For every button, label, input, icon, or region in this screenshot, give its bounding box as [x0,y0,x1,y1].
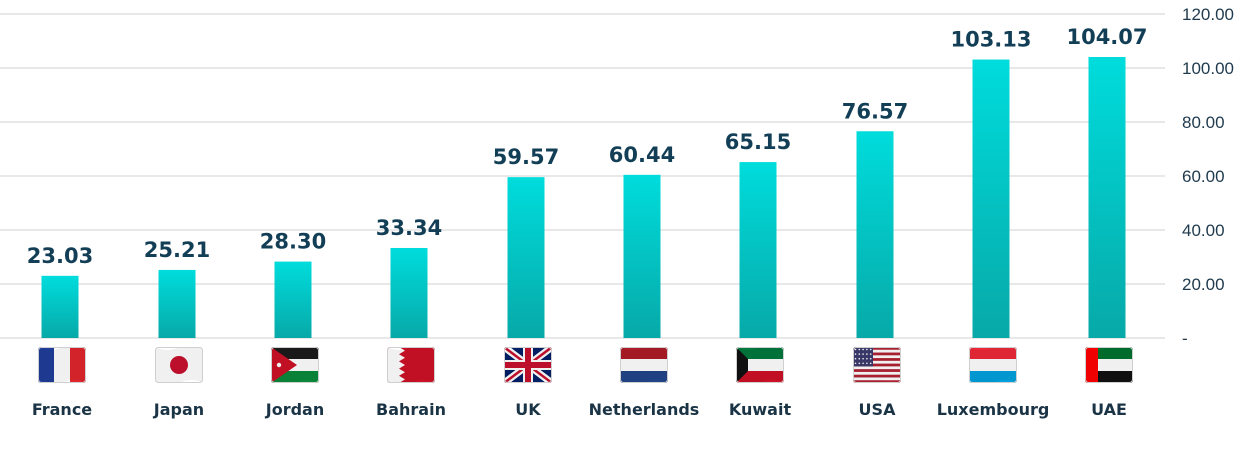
y-axis: - 20.00 40.00 60.00 80.00 100.00 120.00 [1182,5,1234,348]
bars [41,57,1126,339]
uk-flag-icon [504,347,552,383]
value-label: 104.07 [1066,25,1147,49]
usa-flag-icon [853,347,901,383]
kuwait-flag-icon [736,347,784,383]
bahrain-flag-icon [387,347,435,383]
value-labels: 23.03 25.21 28.30 33.34 59.57 60.44 65.15 76.57… [27,25,1148,268]
category-label: Bahrain [376,400,446,419]
value-label: 59.57 [493,145,559,169]
bar-kuwait [739,162,777,338]
netherlands-flag-icon [620,347,668,383]
bar-uk [507,177,545,338]
category-label: Kuwait [729,400,792,419]
category-label: Japan [153,400,204,419]
jordan-flag-icon [271,347,319,383]
bar-japan [158,269,196,338]
bar-uae [1088,57,1126,339]
y-tick-label: - [1182,329,1188,348]
category-label: Netherlands [589,400,700,419]
value-label: 76.57 [842,99,908,123]
category-label: France [32,400,92,419]
uae-flag-icon [1085,347,1133,383]
bar-usa [856,131,894,338]
value-label: 103.13 [950,28,1031,52]
y-tick-label: 60.00 [1182,167,1225,186]
bar-jordan [274,261,312,338]
y-tick-label: 80.00 [1182,113,1225,132]
japan-flag-icon [155,347,203,383]
value-label: 28.30 [260,230,326,254]
value-label: 65.15 [725,130,791,154]
bar-bahrain [390,247,428,338]
luxembourg-flag-icon [969,347,1017,383]
bar-luxembourg [972,59,1010,338]
value-label: 60.44 [609,143,675,167]
y-tick-label: 120.00 [1182,5,1234,24]
flags [38,347,1133,383]
y-tick-label: 20.00 [1182,275,1225,294]
value-label: 25.21 [144,238,210,262]
category-label: Luxembourg [937,400,1050,419]
bar-netherlands [623,174,661,338]
category-label: USA [859,400,897,419]
bar-france [41,275,79,338]
value-label: 33.34 [376,216,442,240]
category-label: Jordan [265,400,324,419]
france-flag-icon [38,347,86,383]
value-label: 23.03 [27,244,93,268]
category-label: UK [515,400,541,419]
category-label: UAE [1091,400,1127,419]
y-tick-label: 40.00 [1182,221,1225,240]
x-axis-labels: France Japan Jordan Bahrain UK Netherlands Kuw… [32,400,1127,419]
y-tick-label: 100.00 [1182,59,1234,78]
